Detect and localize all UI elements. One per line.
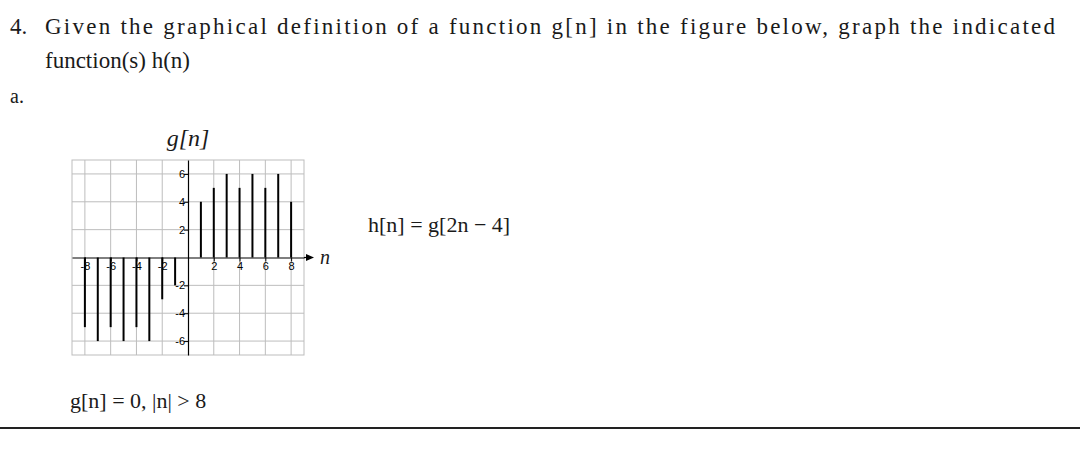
problem-text: Given the graphical definition of a func… bbox=[45, 14, 1055, 39]
tick: -2 bbox=[158, 258, 168, 273]
stem bbox=[97, 258, 99, 342]
separator bbox=[0, 427, 1080, 429]
axis-title: n bbox=[320, 246, 330, 268]
stem bbox=[200, 202, 202, 258]
tick-label: 6 bbox=[179, 168, 185, 180]
stem bbox=[290, 202, 292, 258]
tick: -4 bbox=[132, 258, 142, 273]
tick-label: -6 bbox=[175, 335, 185, 347]
tick: 2 bbox=[179, 224, 188, 236]
tick-label: 4 bbox=[179, 196, 185, 208]
chart-title: g[n] bbox=[167, 125, 210, 151]
stem bbox=[239, 188, 241, 258]
tick-label: -6 bbox=[106, 260, 116, 272]
tick: -4 bbox=[175, 307, 188, 319]
tick: 6 bbox=[179, 168, 188, 180]
y-axis: -6 -4 -2 2 4 6 bbox=[175, 161, 188, 356]
chart: g[n] -8 -6 -4 -2 2 4 6 8 -6 -4 -2 2 4 6 n bbox=[72, 125, 330, 356]
tick-label: -2 bbox=[158, 260, 168, 272]
tick: 2 bbox=[211, 258, 217, 273]
stem bbox=[148, 258, 150, 342]
tick-label: -4 bbox=[132, 260, 142, 272]
plot-frame bbox=[72, 160, 304, 355]
tick-label: 2 bbox=[179, 224, 185, 236]
stem bbox=[226, 174, 228, 258]
tick: -6 bbox=[106, 258, 116, 273]
tick: 6 bbox=[263, 258, 269, 273]
tick-label: -8 bbox=[80, 260, 90, 272]
tick-label: -4 bbox=[175, 307, 185, 319]
axis-line bbox=[188, 161, 189, 356]
stem bbox=[264, 188, 266, 258]
tick-label: 6 bbox=[263, 260, 269, 272]
condition: g[n] = 0, |n| > 8 bbox=[70, 388, 206, 413]
problem-text: function(s) h(n) bbox=[45, 48, 190, 73]
tick: -2 bbox=[175, 279, 188, 291]
grid bbox=[72, 160, 304, 355]
part-label: a. bbox=[10, 85, 24, 107]
tick: 4 bbox=[237, 258, 243, 273]
stem bbox=[251, 174, 253, 258]
tick: -6 bbox=[175, 335, 188, 347]
tick-label: 8 bbox=[289, 260, 295, 272]
tick: 8 bbox=[289, 258, 295, 273]
tick-label: -2 bbox=[175, 279, 185, 291]
problem-number: 4. bbox=[10, 14, 27, 39]
stem bbox=[123, 258, 125, 342]
stem bbox=[277, 174, 279, 258]
page: 4. Given the graphical definition of a fu… bbox=[0, 0, 1080, 449]
tick-label: 4 bbox=[237, 260, 243, 272]
tick: -8 bbox=[80, 258, 90, 273]
stem bbox=[213, 188, 215, 258]
equation: h[n] = g[2n − 4] bbox=[368, 212, 510, 237]
axis-arrow bbox=[304, 257, 308, 258]
tick: 4 bbox=[179, 196, 188, 208]
tick-label: 2 bbox=[211, 260, 217, 272]
